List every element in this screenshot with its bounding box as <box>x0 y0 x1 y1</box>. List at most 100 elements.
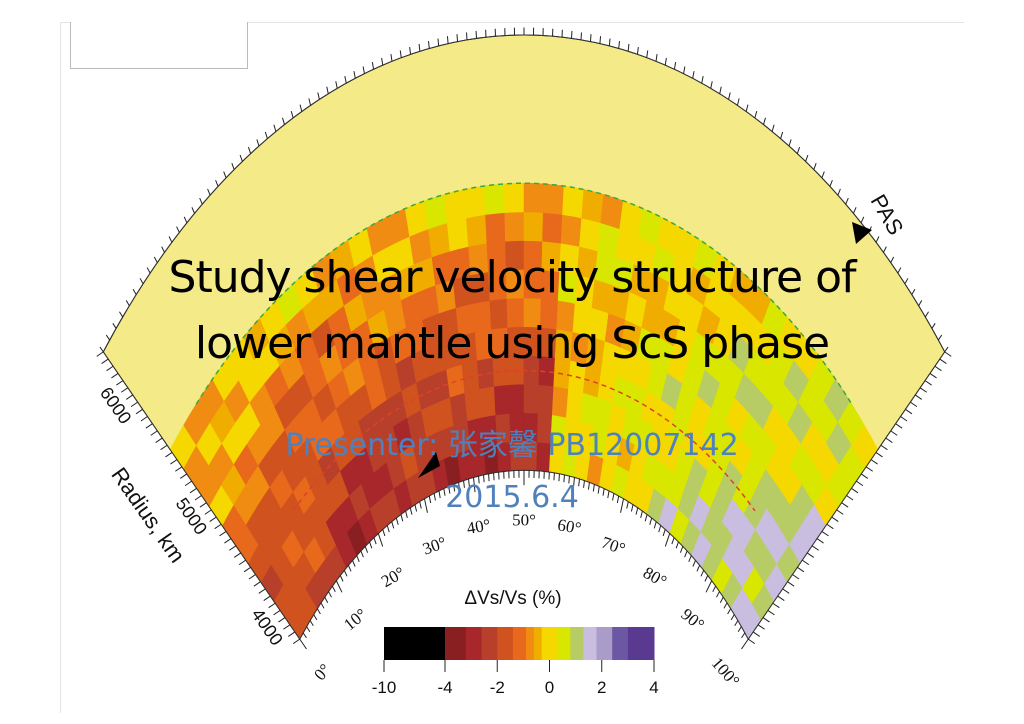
distance-tick <box>640 510 643 518</box>
outer-tick <box>353 71 356 79</box>
distance-tick <box>428 495 432 504</box>
outer-tick <box>326 86 329 94</box>
radius-tick <box>150 430 158 436</box>
outer-tick <box>728 92 731 100</box>
outer-tick <box>112 323 117 329</box>
radius-tick <box>806 552 815 558</box>
distance-tick <box>700 570 705 577</box>
radius-tick <box>292 638 301 645</box>
outer-tick <box>317 92 320 100</box>
distance-tick <box>339 575 344 582</box>
velocity-cell <box>562 185 585 219</box>
radius-tick <box>263 595 271 601</box>
radius-tick <box>253 581 261 587</box>
distance-tick <box>443 488 446 496</box>
velocity-cell <box>523 211 544 242</box>
outer-tick <box>446 36 449 44</box>
distance-tick <box>679 546 684 553</box>
velocity-cell <box>483 183 506 215</box>
outer-tick <box>875 236 880 243</box>
outer-tick <box>132 289 137 295</box>
distance-tick <box>635 507 639 515</box>
outer-tick <box>589 34 592 42</box>
colorbar-tick-label: -10 <box>372 678 397 697</box>
radius-tick <box>155 437 163 443</box>
radius-tick <box>846 495 854 501</box>
outer-tick <box>763 117 766 125</box>
radius-tick <box>214 523 222 530</box>
distance-tick <box>423 498 428 513</box>
distance-label-4: 40° <box>465 515 492 538</box>
distance-tick <box>558 473 560 482</box>
radius-tick <box>944 351 952 357</box>
outer-tick <box>256 139 260 147</box>
radius-tick <box>752 631 760 637</box>
outer-tick <box>673 61 677 70</box>
distance-tick <box>741 638 749 650</box>
outer-tick <box>821 171 825 179</box>
radius-tick <box>777 595 785 601</box>
radius-tick <box>856 480 864 487</box>
distance-tick <box>360 550 364 558</box>
outer-tick <box>231 162 235 170</box>
radius-tick <box>767 610 775 616</box>
distance-tick <box>352 560 356 567</box>
radius-tick <box>179 473 188 479</box>
radius-tick <box>939 358 947 364</box>
radius-tick <box>757 624 765 630</box>
distance-tick <box>364 546 369 553</box>
outer-tick <box>381 57 384 66</box>
radius-tick <box>787 581 795 587</box>
colorbar-segment <box>596 627 613 660</box>
velocity-cell <box>579 217 602 252</box>
radius-tick <box>772 602 780 609</box>
corner-placeholder-box <box>70 22 248 69</box>
distance-tick <box>602 488 605 496</box>
radius-tick <box>895 423 903 429</box>
distance-label-7: 70° <box>599 533 628 559</box>
radius-tick <box>875 452 883 458</box>
outer-tick <box>627 43 630 52</box>
distance-tick <box>347 565 352 572</box>
outer-tick <box>845 197 849 205</box>
distance-tick <box>299 638 307 650</box>
radius-tick <box>890 430 898 436</box>
outer-tick <box>362 66 365 74</box>
distance-tick <box>626 501 629 509</box>
colorbar-segment <box>627 627 655 660</box>
velocity-cell <box>446 217 469 252</box>
outer-tick <box>437 38 440 46</box>
velocity-cell <box>560 214 583 247</box>
outer-tick <box>264 131 268 139</box>
velocity-cell <box>463 185 486 219</box>
distance-tick <box>453 484 456 492</box>
radius-tick <box>101 358 109 364</box>
colorbar-segment <box>583 627 598 660</box>
dashed-line-red <box>292 369 756 512</box>
radius-tick <box>851 487 859 494</box>
distance-tick <box>607 490 610 499</box>
outer-tick <box>754 110 758 119</box>
distance-tick <box>727 608 732 615</box>
distance-tick <box>716 591 720 598</box>
distance-tick <box>405 510 408 518</box>
colorbar-tick-label: 0 <box>545 678 554 697</box>
colorbar-tick-label: -2 <box>490 678 505 697</box>
distance-tick <box>343 570 348 577</box>
outer-tick <box>860 216 865 223</box>
velocity-cell <box>464 388 482 422</box>
radius-tick <box>831 516 839 522</box>
distance-tick <box>377 533 384 547</box>
velocity-cell <box>537 384 555 416</box>
outer-tick <box>911 289 916 295</box>
outer-tick <box>853 207 857 214</box>
distance-tick <box>630 504 634 512</box>
distance-tick <box>705 580 713 593</box>
distance-tick <box>612 493 615 501</box>
outer-tick <box>796 146 801 154</box>
outer-tick <box>646 50 649 58</box>
radius-tick <box>905 408 913 415</box>
slide-border <box>60 22 964 713</box>
distance-tick <box>583 480 585 488</box>
colorbar-segment <box>557 627 571 660</box>
